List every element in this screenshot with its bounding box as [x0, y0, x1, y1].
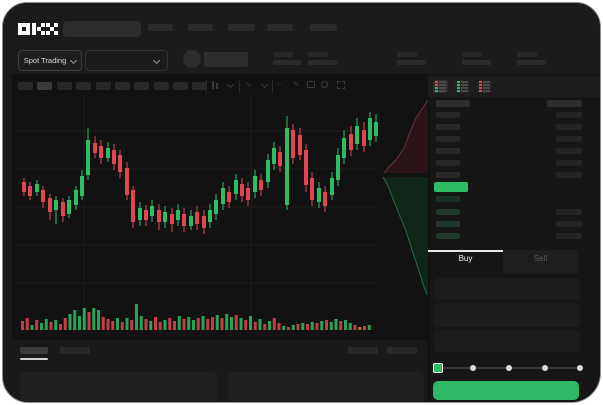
ask-row-amount-skeleton[interactable]	[556, 124, 582, 130]
orderbook-header-amount-skeleton	[547, 100, 582, 107]
chart-plot-area[interactable]	[16, 96, 378, 330]
depth-overlay[interactable]	[378, 96, 428, 330]
bottom-tab-skeleton[interactable]	[20, 347, 48, 354]
bottom-tab-skeleton[interactable]	[60, 347, 90, 354]
timeframe-button-skeleton[interactable]	[57, 82, 72, 90]
chevron-down-icon	[70, 56, 78, 64]
toolbar-divider	[206, 80, 207, 93]
okx-logo[interactable]	[18, 22, 58, 36]
timeframe-button-skeleton[interactable]	[37, 82, 52, 90]
pair-name-skeleton	[204, 52, 248, 67]
ticker-stat-value-skeleton	[397, 60, 426, 65]
last-price-badge[interactable]	[434, 182, 468, 192]
nav-item-skeleton[interactable]	[188, 24, 213, 31]
tab-buy[interactable]: Buy	[458, 254, 473, 263]
ticker-stat-value-skeleton	[517, 60, 546, 65]
nav-item-skeleton[interactable]	[148, 24, 173, 31]
bottom-tab-active-indicator	[20, 358, 48, 360]
market-type-selector[interactable]: Spot Trading	[18, 50, 82, 71]
bid-row-price-skeleton[interactable]	[436, 233, 460, 239]
ask-row-amount-skeleton[interactable]	[556, 172, 582, 178]
order-form-field[interactable]	[434, 278, 580, 300]
ticker-stat-label-skeleton	[462, 52, 482, 57]
bid-row-amount-skeleton[interactable]	[556, 233, 582, 239]
ticker-stat-label-skeleton	[517, 52, 537, 57]
amount-slider-step-dot[interactable]	[542, 365, 548, 371]
asks-only-icon[interactable]	[477, 80, 492, 93]
bid-row-price-skeleton[interactable]	[436, 221, 460, 227]
timeframe-button-skeleton[interactable]	[96, 82, 111, 90]
nav-item-skeleton[interactable]	[267, 24, 293, 31]
camera-icon[interactable]	[307, 81, 315, 90]
amount-slider-step-dot[interactable]	[577, 365, 583, 371]
amount-slider-step-dot[interactable]	[506, 365, 512, 371]
bid-row-amount-skeleton[interactable]	[556, 209, 582, 215]
timeframe-button-skeleton[interactable]	[134, 82, 149, 90]
pair-dropdown[interactable]	[85, 50, 168, 71]
chevron-down-icon[interactable]	[226, 80, 235, 89]
ticker-stat-value-skeleton	[308, 60, 337, 65]
coin-avatar	[183, 50, 201, 68]
indicator-icon[interactable]: ∿	[245, 80, 252, 89]
toolbar-divider	[239, 80, 240, 93]
ask-row-price-skeleton[interactable]	[436, 160, 460, 166]
combined-book-icon[interactable]	[433, 80, 448, 93]
toolbar-divider	[272, 80, 273, 93]
settings-gear-icon[interactable]	[321, 81, 328, 90]
ticker-stat-label-skeleton	[308, 52, 328, 57]
bottom-action-skeleton[interactable]	[348, 347, 378, 354]
timeframe-button-skeleton[interactable]	[76, 82, 91, 90]
amount-slider-handle[interactable]	[433, 363, 443, 373]
ask-row-price-skeleton[interactable]	[436, 148, 460, 154]
ask-row-amount-skeleton[interactable]	[556, 160, 582, 166]
ticker-stat-value-skeleton	[462, 60, 491, 65]
timeframe-button-skeleton[interactable]	[154, 82, 169, 90]
timeframe-button-skeleton[interactable]	[173, 82, 188, 90]
nav-item-skeleton[interactable]	[228, 24, 255, 31]
ticker-stat-label-skeleton	[273, 52, 293, 57]
bid-row-price-skeleton[interactable]	[436, 209, 460, 215]
bottom-action-skeleton[interactable]	[387, 347, 417, 354]
interval-candle-icon[interactable]	[212, 81, 218, 91]
timeframe-button-skeleton[interactable]	[18, 82, 33, 90]
line-tool-icon[interactable]: ~	[277, 80, 282, 89]
index-price-skeleton	[436, 196, 460, 202]
ticker-stat-label-skeleton	[397, 52, 417, 57]
nav-item-skeleton[interactable]	[310, 24, 337, 31]
search-input[interactable]	[63, 21, 141, 37]
fullscreen-icon[interactable]	[337, 81, 345, 91]
market-type-label: Spot Trading	[23, 56, 67, 65]
orderbook-toolbar	[428, 76, 600, 97]
orderbook-header-price-skeleton	[436, 100, 470, 107]
tab-sell[interactable]: Sell	[533, 254, 548, 263]
buy-tab-active-indicator	[428, 250, 503, 252]
chevron-down-icon[interactable]	[260, 80, 269, 89]
orders-table-skeleton	[20, 372, 218, 402]
timeframe-button-skeleton[interactable]	[115, 82, 130, 90]
order-form-field[interactable]	[434, 303, 580, 327]
bid-row-amount-skeleton[interactable]	[556, 221, 582, 227]
ask-row-amount-skeleton[interactable]	[556, 112, 582, 118]
ask-row-price-skeleton[interactable]	[436, 124, 460, 130]
bids-only-icon[interactable]	[455, 80, 470, 93]
order-form-field[interactable]	[434, 330, 580, 352]
ask-row-amount-skeleton[interactable]	[556, 148, 582, 154]
ask-row-price-skeleton[interactable]	[436, 136, 460, 142]
ask-row-price-skeleton[interactable]	[436, 112, 460, 118]
chevron-down-icon	[152, 56, 161, 65]
amount-slider-step-dot[interactable]	[470, 365, 476, 371]
ticker-stat-value-skeleton	[273, 60, 302, 65]
timeframe-button-skeleton[interactable]	[192, 82, 207, 90]
buy-submit-button[interactable]	[433, 381, 579, 400]
orders-table-skeleton	[228, 372, 424, 402]
ask-row-amount-skeleton[interactable]	[556, 136, 582, 142]
ask-row-price-skeleton[interactable]	[436, 172, 460, 178]
draw-pencil-icon[interactable]: ✎	[293, 80, 300, 89]
tab-sell-bg	[503, 250, 578, 273]
